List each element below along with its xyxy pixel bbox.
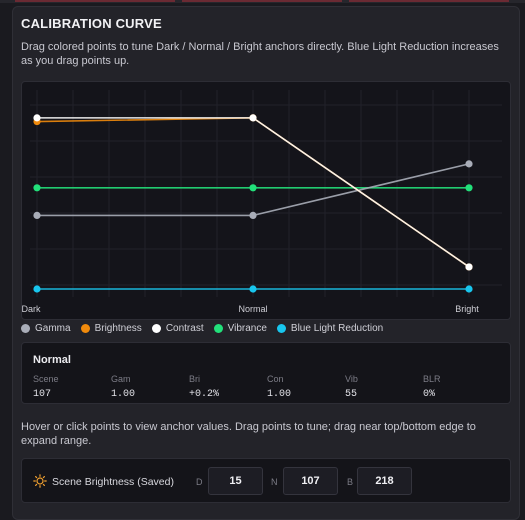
anchor-point-gamma-normal[interactable] <box>249 211 257 219</box>
info-header: Bri <box>189 374 200 384</box>
legend-dot <box>80 324 90 333</box>
anchor-point-contrast-normal[interactable] <box>249 114 257 122</box>
legend-dot <box>213 324 223 333</box>
info-header: Gam <box>111 374 131 384</box>
legend-label: Blue Light Reduction <box>290 323 384 334</box>
x-tick-label: Normal <box>238 304 267 314</box>
info-value: +0.2% <box>189 389 220 400</box>
legend-item-contrast: Contrast <box>151 323 204 334</box>
anchor-point-blue-light-reduction-bright[interactable] <box>465 285 473 293</box>
legend-item-blue-light-reduction: Blue Light Reduction <box>276 323 384 334</box>
dark-key-label: D <box>196 477 203 487</box>
legend-label: Brightness <box>94 323 142 334</box>
legend-dot <box>151 324 161 333</box>
sun-icon <box>33 474 47 488</box>
anchor-point-blue-light-reduction-dark[interactable] <box>33 285 41 293</box>
info-col-contrast: Con 1.00 <box>267 374 291 400</box>
anchor-point-blue-light-reduction-normal[interactable] <box>249 285 257 293</box>
normal-key-label: N <box>271 477 278 487</box>
legend-label: Contrast <box>165 323 204 334</box>
info-col-scene: Scene 107 <box>33 374 59 400</box>
legend-label: Gamma <box>35 323 71 334</box>
tab-indicator <box>182 0 342 2</box>
anchor-point-contrast-bright[interactable] <box>465 263 473 271</box>
info-value: 107 <box>33 389 52 400</box>
anchor-point-gamma-bright[interactable] <box>465 160 473 168</box>
legend-item-gamma: Gamma <box>21 323 71 334</box>
tab-indicator <box>349 0 509 2</box>
scene-brightness-label: Scene Brightness (Saved) <box>52 476 174 488</box>
calibration-panel: CALIBRATION CURVE Drag colored points to… <box>12 6 520 520</box>
anchor-point-vibrance-normal[interactable] <box>249 184 257 192</box>
panel-description: Drag colored points to tune Dark / Norma… <box>21 41 499 67</box>
scene-brightness-row: Scene Brightness (Saved) D 15 N 107 B 21… <box>21 458 511 503</box>
chart-legend: Gamma Brightness Contrast Vibrance Blue … <box>21 323 383 334</box>
legend-item-vibrance: Vibrance <box>213 323 267 334</box>
normal-value-field[interactable]: 107 <box>283 467 338 495</box>
top-bar <box>0 0 525 3</box>
info-value: 55 <box>345 389 358 400</box>
anchor-point-contrast-dark[interactable] <box>33 114 41 122</box>
info-header: BLR <box>423 374 441 384</box>
anchor-point-vibrance-bright[interactable] <box>465 184 473 192</box>
bright-value-field[interactable]: 218 <box>357 467 412 495</box>
anchor-name: Normal <box>33 354 71 366</box>
info-header: Vib <box>345 374 358 384</box>
panel-title: CALIBRATION CURVE <box>21 16 162 31</box>
legend-dot <box>276 324 286 333</box>
info-col-blr: BLR 0% <box>423 374 441 400</box>
tab-indicator <box>15 0 175 2</box>
x-tick-label: Bright <box>455 304 479 314</box>
info-header: Con <box>267 374 284 384</box>
x-tick-label: Dark <box>22 304 41 314</box>
anchor-info-card: Normal Scene 107 Gam 1.00 Bri +0.2% Con … <box>21 342 511 404</box>
hint-text: Hover or click points to view anchor val… <box>21 421 476 447</box>
legend-label: Vibrance <box>227 323 267 334</box>
dark-value-field[interactable]: 15 <box>208 467 263 495</box>
anchor-point-gamma-dark[interactable] <box>33 211 41 219</box>
legend-item-brightness: Brightness <box>80 323 142 334</box>
info-value: 0% <box>423 389 436 400</box>
info-header: Scene <box>33 374 59 384</box>
info-col-brightness: Bri +0.2% <box>189 374 219 400</box>
calibration-chart[interactable]: Dark Normal Bright <box>21 81 511 320</box>
info-value: 1.00 <box>267 389 292 400</box>
bright-key-label: B <box>347 477 354 487</box>
info-col-vibrance: Vib 55 <box>345 374 358 400</box>
info-value: 1.00 <box>111 389 136 400</box>
anchor-point-vibrance-dark[interactable] <box>33 184 41 192</box>
chart-svg[interactable]: Dark Normal Bright <box>22 82 510 319</box>
legend-dot <box>21 324 30 333</box>
info-col-gamma: Gam 1.00 <box>111 374 135 400</box>
